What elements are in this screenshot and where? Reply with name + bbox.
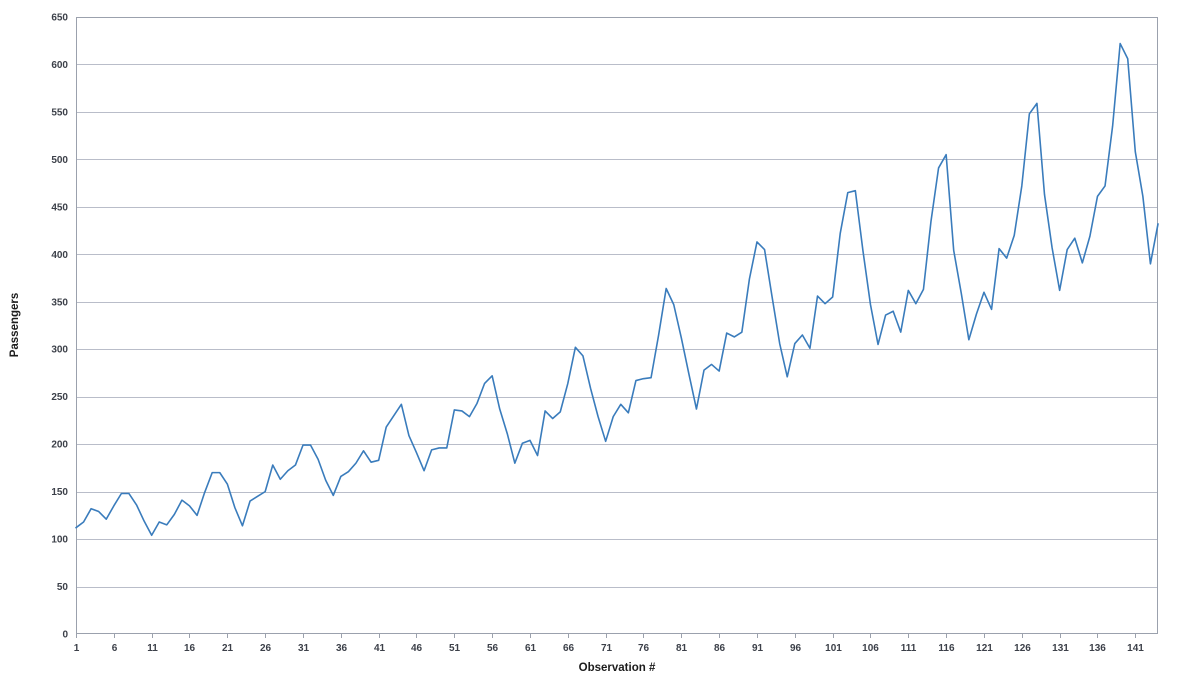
series-line [75, 42, 1159, 537]
x-tick-label: 46 [411, 643, 423, 654]
x-tick-label: 21 [222, 643, 234, 654]
y-tick-label: 100 [51, 535, 68, 546]
x-tick-label: 6 [112, 643, 118, 654]
x-tick-label: 31 [298, 643, 310, 654]
y-tick-label: 200 [51, 440, 68, 451]
x-tick-label: 76 [638, 643, 650, 654]
x-tick-label: 116 [938, 643, 955, 654]
x-tick-label: 36 [336, 643, 348, 654]
y-tick-label: 300 [51, 345, 68, 356]
y-tick-label: 650 [51, 13, 68, 24]
y-tick-label: 400 [51, 250, 68, 261]
x-tick-label: 131 [1052, 643, 1069, 654]
y-tick-label: 350 [51, 297, 68, 308]
x-tick-label: 106 [862, 643, 879, 654]
x-tick-label: 1 [74, 643, 80, 654]
y-tick-label: 450 [51, 202, 68, 213]
x-tick-label: 71 [601, 643, 613, 654]
x-tick-label: 126 [1014, 643, 1031, 654]
x-tick-label: 141 [1127, 643, 1144, 654]
y-tick-label: 550 [51, 107, 68, 118]
x-tick-label: 66 [563, 643, 575, 654]
y-tick-label: 500 [51, 155, 68, 166]
y-tick-label: 150 [51, 487, 68, 498]
x-tick-label: 91 [752, 643, 764, 654]
x-tick-label: 16 [184, 643, 196, 654]
y-tick-label: 250 [51, 392, 68, 403]
y-tick-label: 50 [57, 582, 69, 593]
y-tick-label: 600 [51, 60, 68, 71]
y-axis-title: Passengers [9, 292, 21, 358]
plot-border [76, 17, 1158, 634]
x-tick-label: 111 [901, 643, 917, 654]
x-tick-label: 96 [790, 643, 802, 654]
x-tick-label: 81 [676, 643, 688, 654]
x-tick-label: 11 [147, 643, 158, 654]
x-tick-label: 101 [825, 643, 842, 654]
x-tick-label: 56 [487, 643, 499, 654]
x-tick-label: 26 [260, 643, 272, 654]
x-tick-label: 41 [374, 643, 386, 654]
x-tick-label: 136 [1089, 643, 1106, 654]
x-tick-label: 61 [525, 643, 537, 654]
x-tick-label: 121 [976, 643, 993, 654]
x-axis-title: Observation # [578, 662, 656, 674]
x-tick-label: 51 [449, 643, 461, 654]
x-tick-label: 86 [714, 643, 726, 654]
y-tick-label: 0 [62, 630, 68, 641]
